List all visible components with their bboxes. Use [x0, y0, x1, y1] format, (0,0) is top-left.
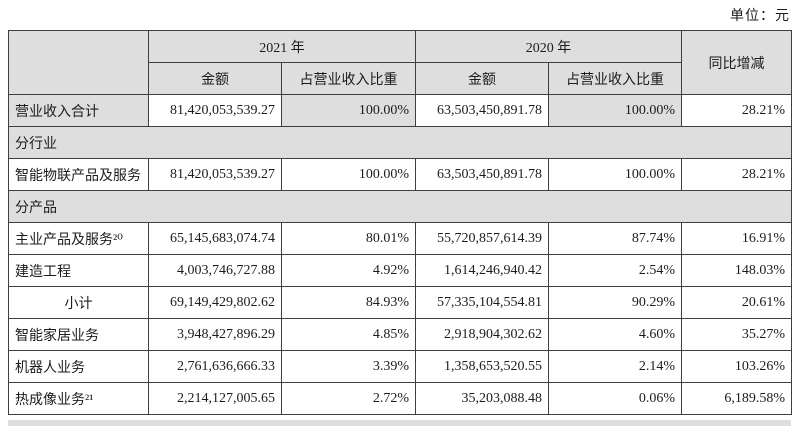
table-section-by-industry: 分行业 — [8, 126, 792, 159]
ratio-2021: 80.01% — [281, 222, 416, 255]
amount-2021: 81,420,053,539.27 — [148, 94, 282, 127]
header-yoy: 同比增减 — [681, 30, 792, 95]
table-row-total-revenue: 营业收入合计 81,420,053,539.27 100.00% 63,503,… — [8, 94, 792, 127]
header-amount-2021: 金额 — [148, 62, 282, 95]
table-row-main-products: 主业产品及服务²⁰ 65,145,683,074.74 80.01% 55,72… — [8, 222, 792, 255]
row-label: 主业产品及服务²⁰ — [8, 222, 149, 255]
next-section-row-partial — [8, 420, 791, 426]
table-header-row-years: 2021 年 2020 年 同比增减 — [8, 30, 792, 95]
ratio-2021: 4.92% — [281, 254, 416, 287]
amount-2020: 63,503,450,891.78 — [415, 158, 549, 191]
yoy-change: 28.21% — [681, 158, 792, 191]
table-row-construction: 建造工程 4,003,746,727.88 4.92% 1,614,246,94… — [8, 254, 792, 287]
ratio-2021: 84.93% — [281, 286, 416, 319]
amount-2020: 1,358,653,520.55 — [415, 350, 549, 383]
header-empty-cell — [8, 30, 149, 95]
row-label: 热成像业务²¹ — [8, 382, 149, 415]
ratio-2020: 100.00% — [548, 94, 682, 127]
row-label: 建造工程 — [8, 254, 149, 287]
header-year-2020: 2020 年 — [415, 30, 682, 63]
table-row-smart-home: 智能家居业务 3,948,427,896.29 4.85% 2,918,904,… — [8, 318, 792, 351]
amount-2021: 2,761,636,666.33 — [148, 350, 282, 383]
amount-2021: 3,948,427,896.29 — [148, 318, 282, 351]
ratio-2020: 2.54% — [548, 254, 682, 287]
table-row-thermal-imaging: 热成像业务²¹ 2,214,127,005.65 2.72% 35,203,08… — [8, 382, 792, 415]
amount-2020: 35,203,088.48 — [415, 382, 549, 415]
ratio-2021: 100.00% — [281, 94, 416, 127]
ratio-2020: 87.74% — [548, 222, 682, 255]
row-label: 智能家居业务 — [8, 318, 149, 351]
ratio-2021: 100.00% — [281, 158, 416, 191]
amount-2021: 65,145,683,074.74 — [148, 222, 282, 255]
unit-label: 单位：元 — [730, 9, 790, 24]
table-row-subtotal: 小计 69,149,429,802.62 84.93% 57,335,104,5… — [8, 286, 792, 319]
row-label: 机器人业务 — [8, 350, 149, 383]
amount-2021: 81,420,053,539.27 — [148, 158, 282, 191]
amount-2021: 69,149,429,802.62 — [148, 286, 282, 319]
amount-2020: 55,720,857,614.39 — [415, 222, 549, 255]
amount-2020: 63,503,450,891.78 — [415, 94, 549, 127]
ratio-2020: 90.29% — [548, 286, 682, 319]
yoy-change: 35.27% — [681, 318, 792, 351]
amount-2020: 1,614,246,940.42 — [415, 254, 549, 287]
ratio-2020: 0.06% — [548, 382, 682, 415]
yoy-change: 6,189.58% — [681, 382, 792, 415]
yoy-change: 16.91% — [681, 222, 792, 255]
section-label: 分行业 — [8, 126, 792, 159]
ratio-2020: 2.14% — [548, 350, 682, 383]
header-amount-2020: 金额 — [415, 62, 549, 95]
yoy-change: 148.03% — [681, 254, 792, 287]
amount-2020: 57,335,104,554.81 — [415, 286, 549, 319]
ratio-2020: 4.60% — [548, 318, 682, 351]
yoy-change: 20.61% — [681, 286, 792, 319]
table-row-smart-iot: 智能物联产品及服务 81,420,053,539.27 100.00% 63,5… — [8, 158, 792, 191]
table-header-row-columns: 金额 占营业收入比重 金额 占营业收入比重 — [9, 62, 792, 95]
yoy-change: 28.21% — [681, 94, 792, 127]
header-ratio-2021: 占营业收入比重 — [281, 62, 416, 95]
table-section-by-product: 分产品 — [8, 190, 792, 223]
revenue-breakdown-table: 2021 年 2020 年 同比增减 金额 占营业收入比重 金额 占营业收入比重… — [8, 30, 792, 415]
table-row-robotics: 机器人业务 2,761,636,666.33 3.39% 1,358,653,5… — [8, 350, 792, 383]
yoy-change: 103.26% — [681, 350, 792, 383]
ratio-2021: 2.72% — [281, 382, 416, 415]
ratio-2021: 3.39% — [281, 350, 416, 383]
amount-2021: 4,003,746,727.88 — [148, 254, 282, 287]
row-label: 小计 — [8, 286, 149, 319]
amount-2021: 2,214,127,005.65 — [148, 382, 282, 415]
header-ratio-2020: 占营业收入比重 — [548, 62, 682, 95]
ratio-2020: 100.00% — [548, 158, 682, 191]
row-label: 智能物联产品及服务 — [8, 158, 149, 191]
header-year-2021: 2021 年 — [148, 30, 416, 63]
ratio-2021: 4.85% — [281, 318, 416, 351]
row-label: 营业收入合计 — [8, 94, 149, 127]
section-label: 分产品 — [8, 190, 792, 223]
amount-2020: 2,918,904,302.62 — [415, 318, 549, 351]
